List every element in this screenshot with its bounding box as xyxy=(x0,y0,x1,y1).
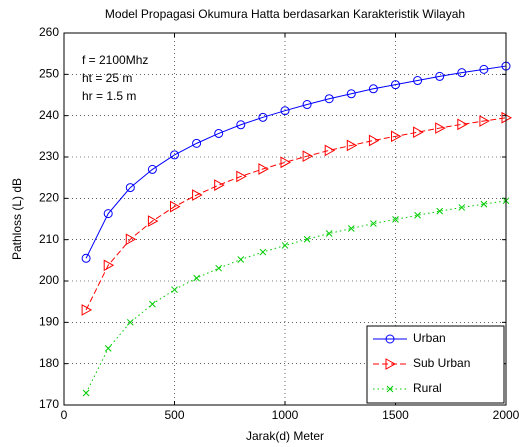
marker xyxy=(391,80,400,90)
marker xyxy=(479,64,489,74)
marker xyxy=(81,253,91,263)
marker xyxy=(147,215,159,227)
y-tick-label: 220 xyxy=(39,191,59,205)
marker xyxy=(368,134,380,147)
marker xyxy=(103,209,113,219)
marker xyxy=(103,259,115,272)
marker xyxy=(480,200,488,208)
marker xyxy=(302,150,314,163)
marker xyxy=(126,318,134,326)
marker xyxy=(125,183,135,193)
chart-title: Model Propagasi Okumura Hatta berdasarka… xyxy=(105,7,465,21)
legend-label: Rural xyxy=(413,381,442,395)
marker xyxy=(236,170,247,183)
marker xyxy=(104,345,112,352)
marker xyxy=(386,385,394,393)
marker xyxy=(215,264,223,272)
annotation: f = 2100Mhz xyxy=(82,53,148,67)
marker xyxy=(81,304,93,316)
x-tick-label: 500 xyxy=(164,408,184,422)
marker xyxy=(258,163,269,175)
marker xyxy=(436,207,444,215)
x-tick-label: 1000 xyxy=(272,408,299,422)
marker xyxy=(303,235,311,243)
marker xyxy=(149,300,156,308)
marker xyxy=(170,150,179,160)
legend-label: Sub Urban xyxy=(413,356,470,370)
marker xyxy=(370,220,377,227)
marker xyxy=(346,139,358,152)
marker xyxy=(458,204,466,211)
marker xyxy=(392,216,399,223)
marker xyxy=(479,115,490,127)
marker xyxy=(385,358,397,370)
x-tick-label: 2000 xyxy=(493,408,519,422)
marker xyxy=(324,144,336,157)
marker xyxy=(325,230,333,237)
marker xyxy=(281,242,289,249)
marker xyxy=(125,233,137,246)
legend-label: Urban xyxy=(413,331,446,345)
y-tick-label: 210 xyxy=(39,232,59,246)
y-tick-label: 170 xyxy=(39,397,59,411)
axes-box xyxy=(63,32,507,406)
y-tick-label: 190 xyxy=(39,315,59,329)
marker xyxy=(82,389,90,397)
annotation: ht = 25 m xyxy=(82,71,132,85)
marker xyxy=(214,179,225,191)
annotation: hr = 1.5 m xyxy=(82,89,136,103)
marker xyxy=(368,84,378,94)
marker xyxy=(414,211,421,219)
marker xyxy=(214,128,224,138)
marker xyxy=(192,189,203,201)
y-tick-label: 240 xyxy=(39,108,59,122)
marker xyxy=(170,200,181,213)
marker xyxy=(147,164,157,174)
x-tick-label: 1500 xyxy=(382,408,409,422)
marker xyxy=(385,334,395,344)
y-tick-label: 180 xyxy=(39,356,59,370)
marker xyxy=(280,156,292,169)
y-axis-label: Pathloss (L) dB xyxy=(10,178,24,260)
marker xyxy=(346,89,356,99)
marker xyxy=(192,138,202,148)
y-tick-label: 200 xyxy=(39,273,59,287)
marker xyxy=(259,248,267,256)
x-tick-label: 0 xyxy=(61,408,68,422)
legend: Urban Sub Urban Rural xyxy=(366,325,505,404)
x-axis-label: Jarak(d) Meter xyxy=(246,429,324,443)
marker xyxy=(171,286,178,294)
marker xyxy=(193,274,200,282)
marker xyxy=(391,130,402,143)
marker xyxy=(280,106,290,116)
marker xyxy=(258,112,268,122)
marker xyxy=(347,225,355,232)
marker xyxy=(237,256,245,263)
marker xyxy=(457,68,467,78)
marker xyxy=(236,120,246,130)
marker xyxy=(435,71,445,81)
marker xyxy=(413,126,424,139)
y-tick-label: 250 xyxy=(39,67,59,81)
y-tick-label: 260 xyxy=(39,25,59,39)
marker xyxy=(457,118,468,131)
marker xyxy=(413,76,423,86)
marker xyxy=(435,122,446,134)
marker xyxy=(302,100,312,110)
marker xyxy=(324,94,334,104)
y-tick-label: 230 xyxy=(39,149,59,163)
